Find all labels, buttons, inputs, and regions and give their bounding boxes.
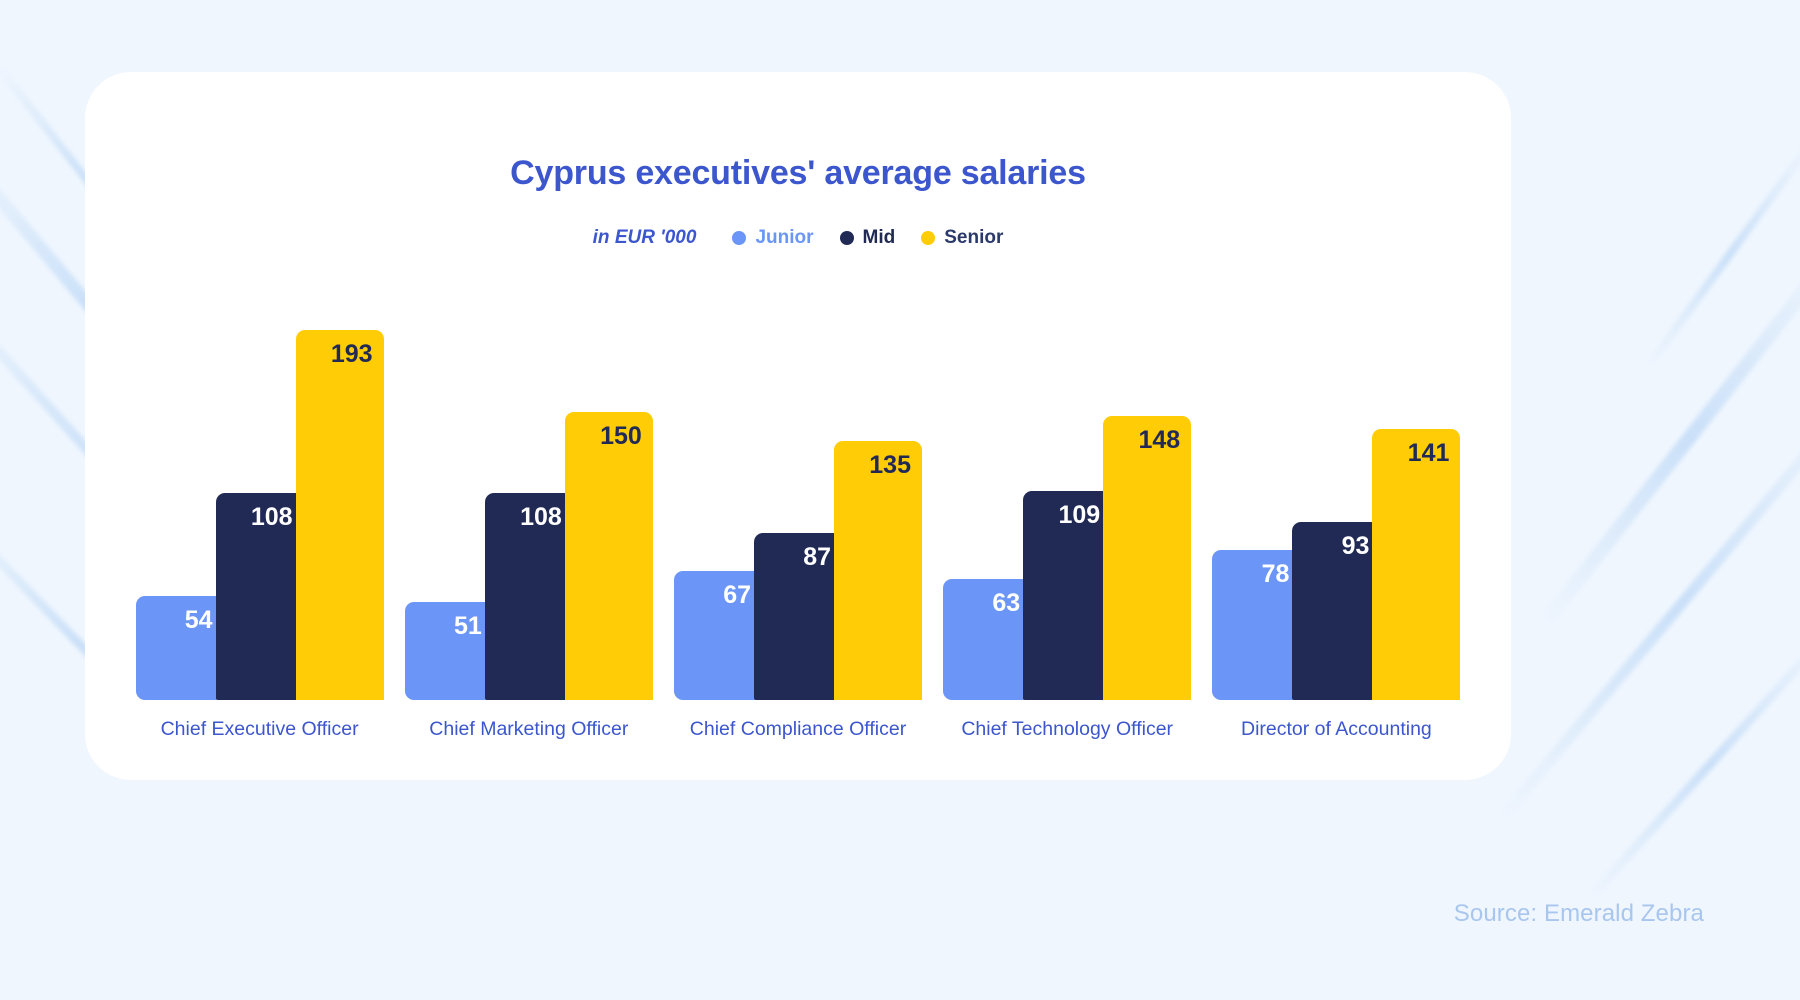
bar-group: 67 87 135 Chief Compliance Officer [674, 297, 922, 740]
bar-mid[interactable]: 108 [215, 492, 304, 700]
category-label: Director of Accounting [1241, 718, 1432, 740]
bar-value-label: 148 [1138, 425, 1181, 454]
chart-title: Cyprus executives' average salaries [510, 154, 1086, 192]
bar-value-label: 63 [992, 589, 1021, 618]
legend-units-note: in EUR '000 [592, 227, 697, 248]
source-attribution: Source: Emerald Zebra [1453, 900, 1704, 927]
bar-junior[interactable]: 51 [404, 602, 493, 700]
bar-group: 51 108 150 Chief Marketing Officer [404, 297, 653, 740]
decorative-stripe [1586, 627, 1800, 902]
bar-value-label: 135 [869, 450, 911, 479]
bar-value-label: 193 [330, 339, 373, 368]
bar-mid[interactable]: 93 [1292, 521, 1381, 700]
bar-junior[interactable]: 54 [135, 596, 224, 700]
bar-value-label: 141 [1407, 439, 1450, 468]
bar-value-label: 67 [723, 581, 751, 610]
bar-value-label: 87 [803, 543, 831, 572]
legend-item-junior[interactable]: Junior [732, 227, 814, 249]
bar-senior[interactable]: 135 [834, 440, 922, 700]
plot-area: 54 108 193 Chief Executive Officer 51 108 150 C… [125, 297, 1471, 740]
bar-senior[interactable]: 141 [1372, 429, 1461, 700]
bar-senior[interactable]: 148 [1103, 415, 1192, 700]
bar-junior[interactable]: 63 [943, 579, 1032, 700]
bar-value-label: 54 [184, 606, 213, 635]
bar-value-label: 150 [600, 422, 642, 451]
bar-value-label: 51 [453, 612, 482, 641]
bar-group: 54 108 193 Chief Executive Officer [135, 297, 384, 740]
category-label: Chief Technology Officer [961, 718, 1174, 740]
bar-junior[interactable]: 78 [1212, 550, 1301, 700]
bar-value-label: 78 [1261, 560, 1290, 589]
bar-value-label: 108 [250, 502, 293, 531]
chart-legend: in EUR '000 Junior Mid Senior [85, 227, 1511, 249]
bar-value-label: 93 [1341, 531, 1370, 560]
bar-mid[interactable]: 87 [754, 533, 842, 700]
category-label: Chief Compliance Officer [689, 718, 907, 740]
legend-dot-icon-mid [839, 231, 854, 245]
decorative-stripe [1644, 138, 1800, 370]
bar-value-label: 109 [1058, 500, 1101, 529]
legend-item-mid[interactable]: Mid [839, 227, 896, 249]
bar-group: 78 93 141 Director of Accounting [1212, 297, 1461, 740]
bar-value-label: 108 [520, 502, 562, 531]
bar-mid[interactable]: 109 [1023, 490, 1112, 700]
legend-dot-icon-senior [921, 231, 936, 245]
legend-dot-icon-junior [732, 231, 747, 245]
legend-label-senior: Senior [944, 227, 1004, 248]
legend-label-junior: Junior [755, 227, 814, 248]
category-label: Chief Marketing Officer [429, 718, 629, 740]
bar-senior[interactable]: 150 [564, 412, 653, 700]
decorative-stripe [1495, 387, 1800, 824]
bar-junior[interactable]: 67 [674, 571, 762, 700]
bar-group: 63 109 148 Chief Technology Officer [943, 297, 1192, 740]
bar-senior[interactable]: 193 [295, 329, 384, 700]
chart-card: Cyprus executives' average salaries in E… [85, 72, 1511, 780]
bar-mid[interactable]: 108 [484, 492, 573, 700]
category-label: Chief Executive Officer [160, 718, 359, 740]
legend-label-mid: Mid [862, 227, 896, 248]
decorative-stripe [1536, 243, 1800, 631]
legend-item-senior[interactable]: Senior [921, 227, 1003, 249]
